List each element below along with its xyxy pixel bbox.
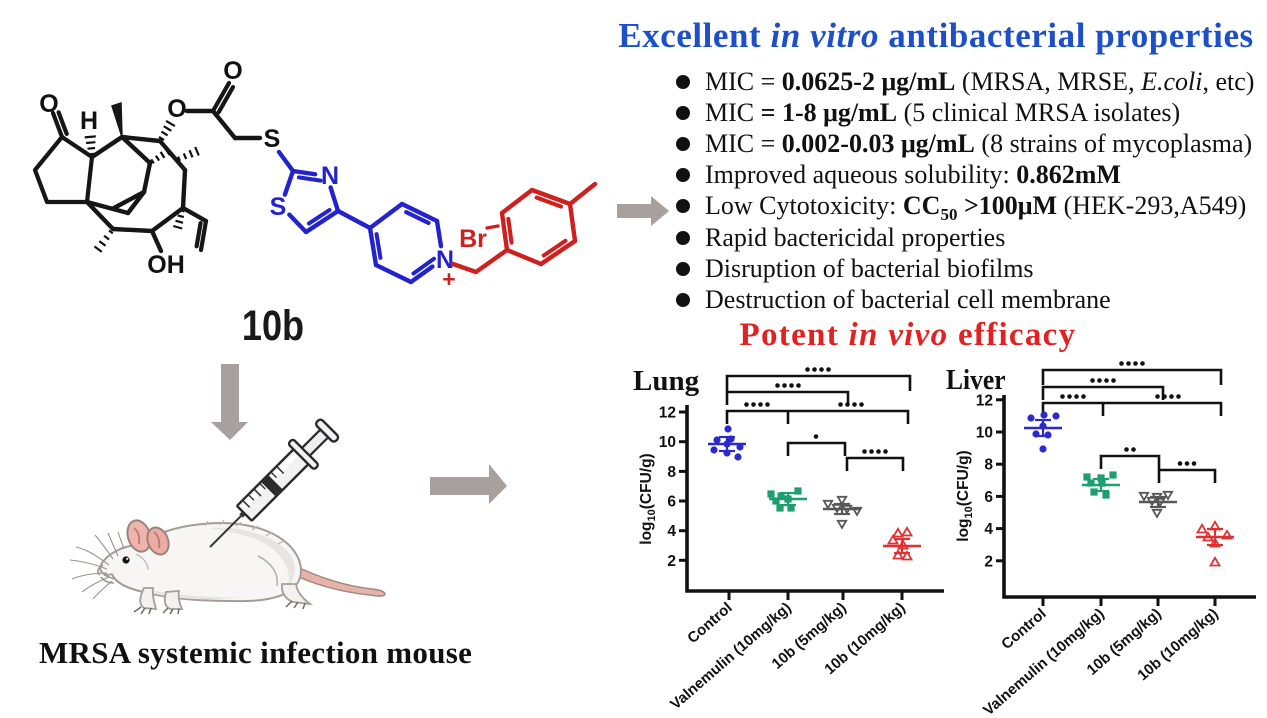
svg-text:+: + <box>442 266 455 292</box>
svg-text:Control: Control <box>998 605 1049 653</box>
svg-text:N: N <box>321 162 339 190</box>
svg-text:12: 12 <box>659 405 676 422</box>
svg-text:4: 4 <box>984 521 993 538</box>
svg-text:2: 2 <box>984 553 993 570</box>
svg-text:Br: Br <box>459 225 487 253</box>
svg-text:H: H <box>80 107 98 135</box>
svg-text:O: O <box>167 95 186 123</box>
svg-text:N: N <box>436 246 454 274</box>
svg-text:Control: Control <box>684 599 735 647</box>
svg-text:2: 2 <box>667 553 676 570</box>
svg-text:O: O <box>39 90 58 118</box>
svg-text:8: 8 <box>667 464 676 481</box>
svg-text:OH: OH <box>147 251 185 279</box>
svg-text:S: S <box>270 193 287 221</box>
svg-text:log10(CFU/g): log10(CFU/g) <box>955 450 975 541</box>
svg-text:6: 6 <box>984 489 993 506</box>
svg-text:12: 12 <box>976 392 993 409</box>
svg-text:O: O <box>223 57 242 85</box>
svg-text:6: 6 <box>667 494 676 511</box>
svg-text:S: S <box>264 125 281 153</box>
svg-text:10: 10 <box>659 434 676 451</box>
svg-text:4: 4 <box>667 523 676 540</box>
svg-text:log10(CFU/g): log10(CFU/g) <box>638 453 658 544</box>
svg-text:10: 10 <box>976 425 993 442</box>
svg-text:8: 8 <box>984 457 993 474</box>
